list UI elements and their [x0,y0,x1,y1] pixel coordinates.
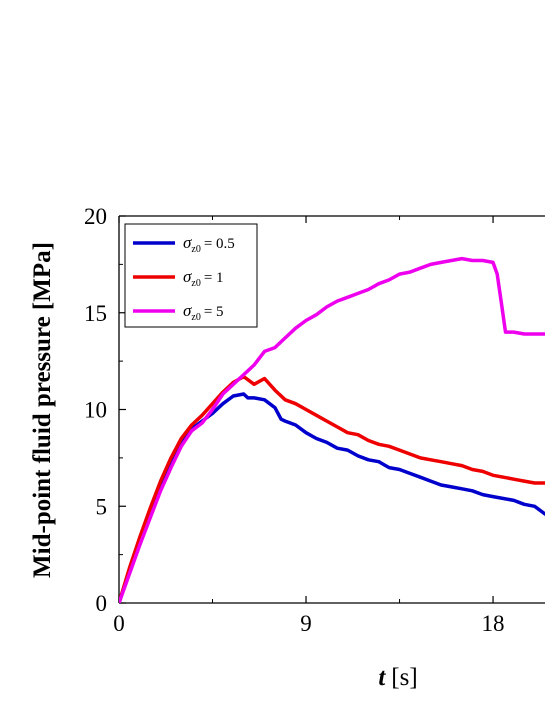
y-tick-label: 20 [84,204,107,229]
series-line-3 [119,256,545,603]
y-tick-label: 10 [84,398,107,423]
x-axis-title: t [s] [378,664,417,691]
x-tick-label: 0 [113,611,125,636]
tick-labels: 0 5 10 15 20 0 9 18 [84,204,505,636]
legend: σz0 = 0.5 σz0 = 1 σz0 = 5 [124,223,258,328]
x-axis-symbol: t [378,664,386,691]
legend-label-3: σz0 = 5 [183,301,224,323]
y-tick-label: 0 [96,591,108,616]
legend-label-2: σz0 = 1 [183,267,224,289]
y-tick-label: 5 [96,494,108,519]
series-line-2 [119,374,545,603]
y-axis-title: Mid-point fluid pressure [MPa] [29,242,56,578]
series-lines [119,256,545,603]
y-tick-label: 15 [84,301,107,326]
x-axis-unit: [s] [391,664,417,691]
x-tick-label: 18 [482,611,505,636]
legend-label-1: σz0 = 0.5 [183,233,235,255]
x-tick-label: 9 [300,611,312,636]
